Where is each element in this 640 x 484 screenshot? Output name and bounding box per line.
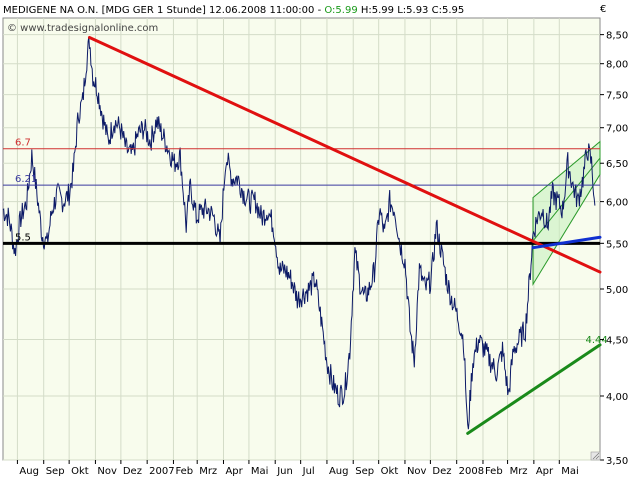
y-tick-label: 8,50 [606, 31, 628, 42]
header-instrument: MEDIGENE NA O.N. [MDG GER 1 Stunde] 12.0… [3, 5, 324, 16]
header-open: O:5.99 [324, 5, 357, 16]
level-label: 6.7 [15, 138, 31, 149]
price-line-layer [2, 36, 596, 430]
header-hlc: H:5.99 L:5.93 C:5.95 [358, 5, 465, 16]
x-tick-label: Jul [302, 466, 315, 477]
watermark: © www.tradesignalonline.com [7, 23, 158, 34]
x-tick-label: Sep [355, 466, 374, 477]
y-tick-label: 6,50 [606, 159, 628, 170]
currency-symbol: € [600, 4, 606, 15]
x-tick-label: Aug [19, 466, 39, 477]
x-tick-label: Apr [225, 466, 243, 477]
chart-header: MEDIGENE NA O.N. [MDG GER 1 Stunde] 12.0… [3, 5, 464, 16]
x-tick-label: Nov [407, 466, 427, 477]
y-tick-label: 4,00 [606, 392, 628, 403]
x-tick-label: Mai [251, 466, 269, 477]
x-tick-label: Mrz [510, 466, 528, 477]
x-tick-label: 2008 [459, 466, 484, 477]
overlay-layer: 6.7 6.21 5.5 4.44 [3, 35, 608, 435]
price-line [2, 36, 596, 430]
x-tick-label: Feb [485, 466, 503, 477]
x-tick-label: Jun [276, 466, 293, 477]
up-trendline [466, 343, 602, 435]
level-label: 5.5 [15, 232, 31, 243]
level-label: 6.21 [15, 174, 37, 185]
y-tick-label: 6,00 [606, 198, 628, 209]
x-tick-label: Dez [432, 466, 451, 477]
x-tick-label: Dez [123, 466, 142, 477]
plot-area [2, 17, 601, 461]
x-tick-label: 2007 [149, 466, 174, 477]
x-tick-label: Mai [561, 466, 579, 477]
short-support-segment [531, 235, 602, 250]
y-tick-label: 8,00 [606, 60, 628, 71]
x-tick-label: Nov [97, 466, 117, 477]
y-tick-label: 7,50 [606, 91, 628, 102]
x-tick-label: Mrz [199, 466, 217, 477]
axis-labels: 8,50 8,00 7,50 7,00 6,50 6,00 5,50 5,00 4,50 4,00… [16, 31, 628, 477]
trend-label: 4.44 [586, 335, 608, 346]
x-tick-label: Apr [536, 466, 554, 477]
y-tick-label: 3,50 [606, 456, 628, 467]
down-trendline [87, 35, 602, 274]
x-tick-label: Okt [381, 466, 399, 477]
x-tick-label: Sep [46, 466, 65, 477]
y-tick-label: 5,00 [606, 285, 628, 296]
x-tick-label: Feb [175, 466, 193, 477]
resize-grip-icon[interactable] [590, 451, 601, 461]
x-tick-label: Okt [71, 466, 89, 477]
x-tick-label: Aug [329, 466, 349, 477]
y-tick-label: 7,00 [606, 124, 628, 135]
y-tick-label: 4,50 [606, 336, 628, 347]
y-tick-label: 5,50 [606, 239, 628, 250]
